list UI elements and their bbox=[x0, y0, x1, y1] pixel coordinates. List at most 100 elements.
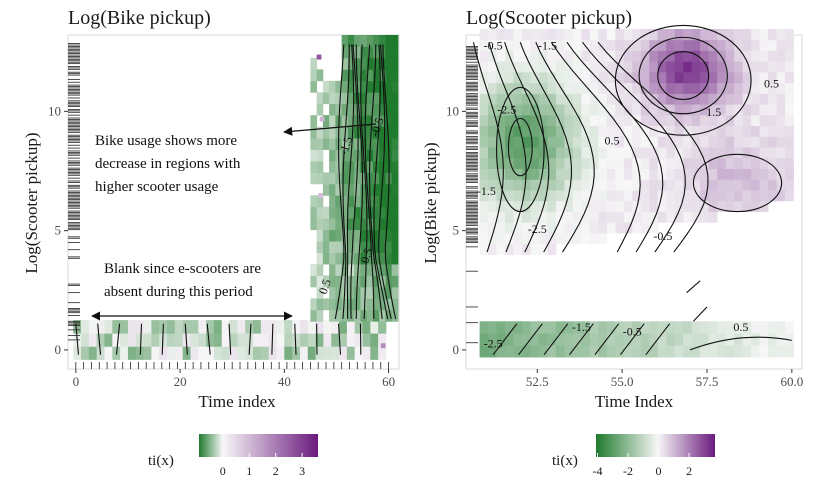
heatmap-cell bbox=[598, 212, 607, 223]
heatmap-cell bbox=[300, 333, 308, 347]
heatmap-cell bbox=[573, 136, 582, 147]
heatmap-cell bbox=[615, 201, 624, 212]
heatmap-cell bbox=[751, 190, 760, 201]
heatmap-cell bbox=[777, 51, 786, 62]
heatmap-cell bbox=[104, 346, 112, 360]
heatmap-cell bbox=[700, 29, 709, 40]
heatmap-cell bbox=[641, 190, 650, 201]
heatmap-cell bbox=[329, 172, 336, 184]
heatmap-cell bbox=[768, 345, 777, 357]
heatmap-cell bbox=[392, 58, 399, 70]
heatmap-cell bbox=[683, 158, 692, 169]
heatmap-cell bbox=[530, 201, 539, 212]
heatmap-cell bbox=[310, 310, 317, 322]
heatmap-cell bbox=[385, 207, 392, 219]
heatmap-cell bbox=[785, 29, 794, 40]
heatmap-cell bbox=[539, 321, 548, 333]
heatmap-cell bbox=[323, 81, 330, 93]
heatmap-cell bbox=[310, 195, 317, 207]
heatmap-cell bbox=[598, 40, 607, 51]
heatmap-cell bbox=[317, 241, 324, 253]
heatmap-cell bbox=[323, 346, 331, 360]
heatmap-cell bbox=[598, 179, 607, 190]
heatmap-cell bbox=[505, 222, 514, 233]
heatmap-cell bbox=[480, 244, 489, 255]
heatmap-cell bbox=[556, 179, 565, 190]
heatmap-cell bbox=[354, 218, 361, 230]
heatmap-cell bbox=[590, 126, 599, 137]
heatmap-cell bbox=[277, 320, 285, 334]
heatmap-cell bbox=[89, 346, 97, 360]
heatmap-cell bbox=[539, 244, 548, 255]
heatmap-cell bbox=[675, 321, 684, 333]
heatmap-cell bbox=[598, 201, 607, 212]
heatmap-cell bbox=[539, 104, 548, 115]
heatmap-cell bbox=[198, 333, 206, 347]
heatmap-cell bbox=[261, 333, 269, 347]
legend-tick-label: -4 bbox=[593, 464, 603, 478]
heatmap-cell bbox=[222, 346, 230, 360]
heatmap-cell bbox=[323, 253, 330, 265]
heatmap-cell bbox=[785, 179, 794, 190]
heatmap-cell bbox=[317, 230, 324, 242]
heatmap-cell bbox=[373, 172, 380, 184]
heatmap-cell bbox=[335, 184, 342, 196]
heatmap-cell bbox=[726, 51, 735, 62]
heatmap-cell bbox=[785, 40, 794, 51]
heatmap-cell bbox=[480, 321, 489, 333]
heatmap-cell bbox=[607, 104, 616, 115]
heatmap-cell bbox=[573, 40, 582, 51]
heatmap-cell bbox=[480, 104, 489, 115]
heatmap-cell bbox=[581, 333, 590, 345]
heatmap-cell bbox=[615, 158, 624, 169]
heatmap-cell bbox=[342, 81, 349, 93]
heatmap-cell bbox=[505, 72, 514, 83]
heatmap-cell bbox=[261, 346, 269, 360]
heatmap-cell bbox=[751, 29, 760, 40]
heatmap-cell bbox=[564, 51, 573, 62]
heatmap-cell bbox=[649, 190, 658, 201]
heatmap-cell bbox=[760, 61, 769, 72]
heatmap-cell bbox=[743, 136, 752, 147]
heatmap-cell bbox=[734, 201, 743, 212]
heatmap-cell bbox=[392, 150, 399, 162]
heatmap-cell bbox=[329, 150, 336, 162]
heatmap-cell bbox=[573, 147, 582, 158]
heatmap-cell bbox=[683, 212, 692, 223]
heatmap-cell bbox=[777, 93, 786, 104]
heatmap-cell bbox=[743, 333, 752, 345]
heatmap-cell bbox=[317, 150, 324, 162]
heatmap-cell bbox=[760, 136, 769, 147]
heatmap-cell bbox=[683, 147, 692, 158]
heatmap-cell bbox=[564, 222, 573, 233]
contour-label: -2.5 bbox=[528, 222, 547, 236]
heatmap-cell bbox=[120, 333, 128, 347]
right-x-axis-title: Time Index bbox=[595, 392, 674, 411]
heatmap-cell bbox=[598, 29, 607, 40]
heatmap-cell bbox=[777, 136, 786, 147]
heatmap-cell bbox=[641, 72, 650, 83]
heatmap-cell bbox=[581, 158, 590, 169]
heatmap-cell bbox=[709, 93, 718, 104]
heatmap-cell bbox=[378, 346, 386, 360]
heatmap-cell bbox=[556, 147, 565, 158]
heatmap-cell bbox=[363, 333, 371, 347]
heatmap-cell bbox=[335, 230, 342, 242]
heatmap-cell bbox=[522, 93, 531, 104]
heatmap-cell bbox=[581, 104, 590, 115]
heatmap-cell bbox=[308, 333, 316, 347]
heatmap-cell bbox=[128, 320, 136, 334]
heatmap-cell bbox=[692, 115, 701, 126]
heatmap-cell bbox=[253, 346, 261, 360]
contour-label: -2.5 bbox=[497, 103, 516, 117]
heatmap-cell bbox=[675, 29, 684, 40]
heatmap-cell bbox=[734, 93, 743, 104]
heatmap-cell bbox=[768, 190, 777, 201]
heatmap-cell bbox=[348, 241, 355, 253]
heatmap-cell bbox=[598, 169, 607, 180]
heatmap-cell bbox=[323, 320, 331, 334]
heatmap-cell bbox=[556, 190, 565, 201]
heatmap-cell bbox=[615, 190, 624, 201]
heatmap-cell bbox=[522, 345, 531, 357]
heatmap-cell bbox=[692, 93, 701, 104]
